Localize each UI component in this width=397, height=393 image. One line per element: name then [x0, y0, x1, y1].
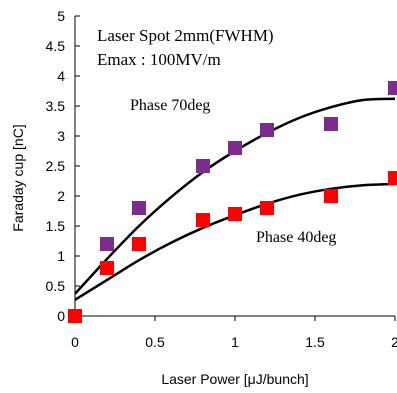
axes: 0 0.5 1 1.5 2 2.5 3 3.5 4 4.5 5 0 0.5 1 1.5 2 [46, 8, 397, 350]
chart-labels: Laser Spot 2mm(FWHM) Emax : 100MV/m Phas… [10, 26, 336, 387]
y-tick-label: 2.5 [46, 158, 66, 174]
marker-series-2 [132, 237, 146, 251]
x-tick-label: 1.5 [305, 334, 325, 350]
y-tick-label: 3 [57, 128, 65, 144]
marker-series-2 [196, 213, 210, 227]
fit-curves [74, 97, 396, 301]
marker-series-2 [324, 189, 338, 203]
y-tick-label: 0 [57, 308, 65, 324]
annotation-phase-40: Phase 40deg [256, 229, 336, 246]
y-tick-label: 3.5 [46, 98, 66, 114]
y-tick-label: 1.5 [46, 218, 66, 234]
y-tick-label: 5 [57, 8, 65, 24]
annotation-phase-70: Phase 70deg [130, 97, 210, 114]
marker-series-1 [100, 237, 114, 251]
y-axis-title: Faraday cup [nC] [10, 124, 26, 231]
marker-series-1 [388, 81, 397, 95]
x-axis-title: Laser Power [μJ/bunch] [161, 371, 308, 387]
fit-curve-series-1 [74, 97, 396, 295]
x-tick-label: 0.5 [145, 334, 165, 350]
y-tick-label: 0.5 [46, 278, 66, 294]
y-tick-label: 1 [57, 248, 65, 264]
marker-series-2 [260, 201, 274, 215]
annotation-laser-spot: Laser Spot 2mm(FWHM) [97, 26, 274, 45]
data-markers [68, 81, 397, 323]
annotation-emax: Emax : 100MV/m [97, 50, 221, 69]
marker-series-1 [324, 117, 338, 131]
marker-series-2 [388, 171, 397, 185]
marker-series-1 [196, 159, 210, 173]
marker-series-2 [68, 309, 82, 323]
x-tick-label: 1 [231, 334, 239, 350]
marker-series-2 [100, 261, 114, 275]
y-tick-label: 4.5 [46, 38, 66, 54]
x-tick-label: 0 [71, 334, 79, 350]
marker-series-1 [228, 141, 242, 155]
marker-series-1 [132, 201, 146, 215]
y-tick-label: 4 [57, 68, 65, 84]
marker-series-1 [260, 123, 274, 137]
x-tick-label: 2 [391, 334, 397, 350]
y-tick-label: 2 [57, 188, 65, 204]
marker-series-2 [228, 207, 242, 221]
